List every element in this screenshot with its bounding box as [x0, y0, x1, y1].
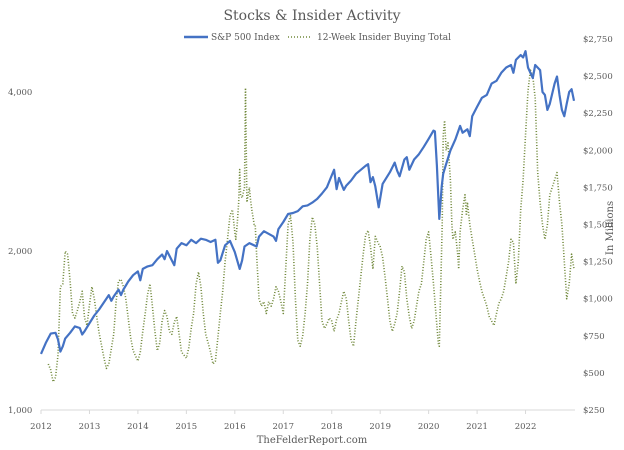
x-tick-label: 2020 — [418, 422, 440, 432]
x-tick-label: 2013 — [79, 422, 101, 432]
y-right-tick-label: $500 — [583, 369, 605, 379]
y-right-axis-ticks: $250 $500 $750 $1,000 $1,250 $1,500 $1,750 $2,0… — [583, 35, 613, 416]
source-label: TheFelderReport.com — [257, 435, 368, 446]
y-right-tick-label: $1,250 — [583, 258, 613, 268]
legend-label-sp500: S&P 500 Index — [211, 33, 280, 43]
y-left-tick-label: 1,000 — [8, 406, 32, 416]
x-tick-label: 2021 — [466, 422, 488, 432]
series-layer — [39, 50, 576, 383]
y-right-tick-label: $1,000 — [583, 295, 613, 305]
y-left-tick-label: 4,000 — [8, 88, 32, 98]
legend-label-insider: 12-Week Insider Buying Total — [317, 33, 451, 43]
chart-title: Stocks & Insider Activity — [223, 8, 400, 24]
y-left-tick-label: 2,000 — [8, 247, 32, 257]
y-left-axis-ticks: 1,000 2,000 4,000 — [8, 88, 32, 416]
y-right-tick-label: $250 — [583, 406, 605, 416]
y-right-tick-label: $750 — [583, 332, 605, 342]
y-right-tick-label: $2,750 — [583, 35, 613, 45]
y-right-tick-label: $2,000 — [583, 146, 613, 156]
x-tick-label: 2016 — [224, 422, 246, 432]
series-line-insider-buying — [47, 69, 575, 383]
x-tick-label: 2012 — [30, 422, 52, 432]
x-tick-label: 2015 — [176, 422, 198, 432]
y-right-tick-label: $2,500 — [583, 72, 613, 82]
x-tick-label: 2018 — [321, 422, 343, 432]
x-tick-label: 2022 — [515, 422, 537, 432]
series-line-sp500 — [39, 50, 576, 355]
x-tick-label: 2014 — [127, 422, 149, 432]
legend: S&P 500 Index 12-Week Insider Buying Tot… — [184, 33, 451, 43]
x-axis-ticks: 2012 2013 2014 2015 2016 2017 2018 2019 2020 2021… — [30, 410, 536, 432]
y-right-tick-label: $1,500 — [583, 221, 613, 231]
y-right-tick-label: $1,750 — [583, 183, 613, 193]
x-tick-label: 2019 — [369, 422, 391, 432]
y-right-axis-title: In Millions — [605, 201, 616, 255]
x-tick-label: 2017 — [272, 422, 294, 432]
y-right-tick-label: $2,250 — [583, 109, 613, 119]
